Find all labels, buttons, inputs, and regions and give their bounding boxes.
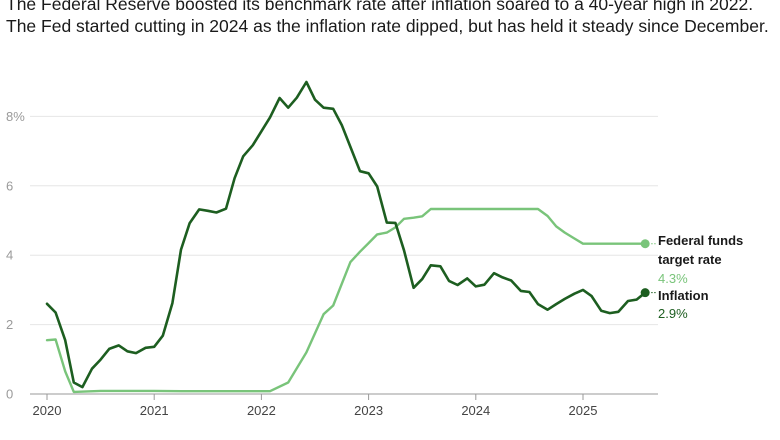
x-tick-label: 2022	[247, 403, 276, 418]
x-tick-label: 2025	[569, 403, 598, 418]
fed-label-line-1: Federal funds	[658, 233, 743, 248]
y-tick-label: 2	[6, 317, 13, 332]
y-tick-label: 0	[6, 387, 13, 402]
x-tick-label: 2023	[354, 403, 383, 418]
y-tick-label: 4	[6, 248, 13, 263]
x-tick-label: 2021	[140, 403, 169, 418]
chart-subtitle: The Federal Reserve boosted its benchmar…	[6, 0, 769, 36]
fed-end-point	[640, 239, 650, 249]
x-tick-label: 2024	[461, 403, 490, 418]
series-lines	[45, 80, 658, 394]
fed-label-line-2: target rate	[658, 252, 722, 267]
x-axis: 2020 2021 2022 2023 2024 2025	[30, 393, 658, 418]
y-tick-label: 6	[6, 178, 13, 193]
x-tick-label: 2020	[33, 403, 62, 418]
series-labels: Federal funds target rate 4.3% Inflation 2.9…	[658, 233, 743, 321]
y-tick-label: 8%	[6, 109, 25, 124]
inflation-end-point	[640, 288, 650, 298]
fed-value-label: 4.3%	[658, 271, 688, 286]
y-axis: 0 2 4 6 8%	[6, 109, 25, 402]
inflation-value-label: 2.9%	[658, 306, 688, 321]
inflation-line	[45, 80, 647, 389]
inflation-label: Inflation	[658, 288, 709, 303]
fed-line	[45, 207, 647, 394]
gridlines	[30, 115, 658, 326]
